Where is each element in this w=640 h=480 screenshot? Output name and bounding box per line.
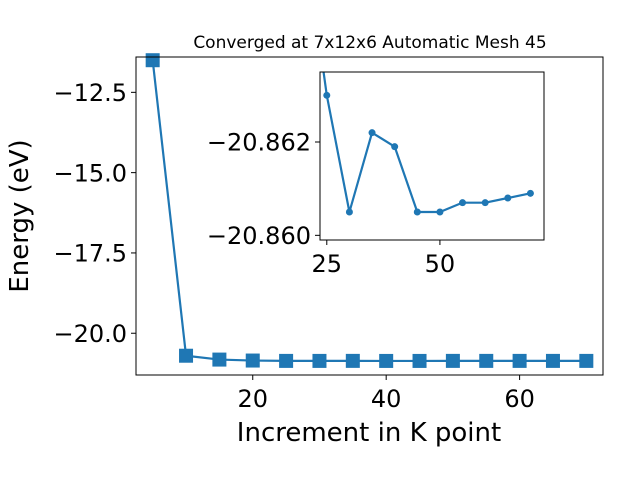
inset-x-tick-label: 50 bbox=[425, 250, 456, 278]
main-y-tick-label: −17.5 bbox=[53, 240, 127, 268]
y-axis-label: Energy (eV) bbox=[5, 139, 35, 292]
inset-data-point bbox=[526, 189, 534, 197]
inset-data-point bbox=[323, 91, 331, 99]
main-data-point bbox=[445, 353, 460, 368]
inset-data-point bbox=[504, 194, 512, 202]
main-x-tick-label: 40 bbox=[371, 385, 402, 413]
inset-y-ticks: −20.862 −20.860 bbox=[207, 129, 320, 250]
main-data-point bbox=[479, 353, 494, 368]
main-axes-frame bbox=[135, 56, 604, 376]
inset-series bbox=[322, 72, 534, 216]
main-series bbox=[145, 53, 594, 368]
inset-y-tick-label: −20.862 bbox=[207, 129, 311, 157]
x-axis-label: Increment in K point bbox=[237, 418, 501, 448]
inset-data-point bbox=[391, 143, 399, 151]
main-plot-area: 20 40 60 −12.5 −15.0 −17.5 −20.0 bbox=[53, 53, 604, 413]
main-data-point bbox=[245, 353, 260, 368]
inset-data-point bbox=[436, 208, 444, 216]
main-x-tick-label: 20 bbox=[237, 385, 268, 413]
main-data-point bbox=[312, 353, 327, 368]
inset-data-point bbox=[345, 208, 353, 216]
inset-x-tick-label: 25 bbox=[312, 250, 343, 278]
inset-plot-area: 25 50 −20.862 −20.860 bbox=[207, 71, 545, 278]
main-y-tick-label: −15.0 bbox=[53, 159, 127, 187]
main-y-tick-label: −20.0 bbox=[53, 320, 127, 348]
main-y-tick-label: −12.5 bbox=[53, 79, 127, 107]
main-data-point bbox=[179, 348, 194, 363]
main-y-ticks: −12.5 −15.0 −17.5 −20.0 bbox=[53, 79, 136, 348]
main-data-point bbox=[279, 353, 294, 368]
main-data-point bbox=[379, 353, 394, 368]
inset-x-ticks: 25 50 bbox=[312, 240, 456, 278]
inset-axes-frame bbox=[319, 71, 545, 241]
main-data-point bbox=[212, 352, 227, 367]
inset-data-point bbox=[368, 129, 376, 137]
inset-background bbox=[320, 72, 544, 240]
main-data-point bbox=[345, 353, 360, 368]
main-data-point bbox=[512, 353, 527, 368]
main-x-tick-label: 60 bbox=[504, 385, 535, 413]
main-data-point bbox=[579, 353, 594, 368]
main-x-ticks: 20 40 60 bbox=[237, 375, 535, 413]
main-data-point bbox=[545, 353, 560, 368]
inset-y-tick-label: −20.860 bbox=[207, 222, 311, 250]
inset-data-point bbox=[413, 208, 421, 216]
main-data-point bbox=[145, 53, 160, 68]
inset-data-point bbox=[459, 199, 467, 207]
main-data-point bbox=[412, 353, 427, 368]
inset-data-point bbox=[481, 199, 489, 207]
chart-title: Converged at 7x12x6 Automatic Mesh 45 bbox=[193, 33, 546, 53]
